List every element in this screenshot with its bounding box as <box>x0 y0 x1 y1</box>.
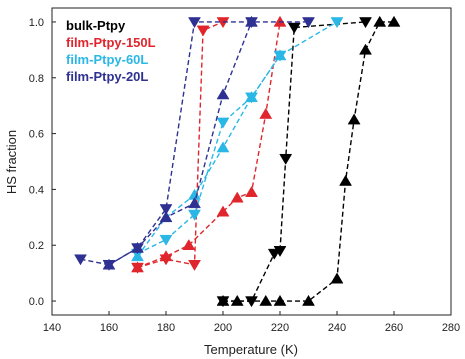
data-point-triangle-up <box>330 272 344 284</box>
data-point-triangle-down <box>273 246 287 258</box>
data-point-triangle-up <box>259 294 273 306</box>
data-point-triangle-up <box>182 239 196 250</box>
data-point-triangle-up <box>259 107 273 119</box>
data-point-triangle-down <box>245 17 258 29</box>
y-tick-label: 0.0 <box>29 296 44 308</box>
data-point-triangle-down <box>245 92 258 104</box>
x-tick-label: 260 <box>385 322 403 334</box>
data-point-triangle-down <box>216 117 230 129</box>
data-point-triangle-up <box>230 191 244 203</box>
x-tick-label: 180 <box>157 322 175 334</box>
data-point-triangle-up <box>302 294 315 306</box>
data-point-triangle-up <box>216 205 230 217</box>
data-point-triangle-down <box>216 296 230 308</box>
y-tick-label: 0.2 <box>29 240 44 252</box>
data-point-triangle-up <box>159 211 173 223</box>
data-point-triangle-down <box>279 153 293 165</box>
series-line <box>223 21 366 302</box>
data-point-triangle-down <box>196 25 210 37</box>
series-film-Ptpy-20L <box>74 15 315 271</box>
data-point-triangle-up <box>273 294 287 306</box>
data-point-triangle-up <box>245 186 258 197</box>
legend: bulk-Ptpy film-Ptpy-150L film-Ptpy-60L film… <box>66 18 156 84</box>
x-tick-label: 140 <box>43 322 61 334</box>
data-point-triangle-down <box>102 260 116 271</box>
data-point-triangle-up <box>216 141 230 153</box>
series-line <box>136 55 281 257</box>
data-point-triangle-down <box>273 50 287 62</box>
axes: 140 160 180 200 220 240 260 280 0.0 0.2 0.4 0.6 0.8 1… <box>29 17 460 334</box>
y-tick-label: 0.4 <box>29 184 44 196</box>
data-point-triangle-down <box>159 234 173 246</box>
data-point-triangle-up <box>359 43 372 55</box>
plot-area-frame <box>51 7 452 316</box>
data-point-triangle-down <box>287 22 301 34</box>
x-tick-label: 200 <box>214 322 232 334</box>
data-point-triangle-up <box>216 88 230 100</box>
data-point-triangle-down <box>131 262 144 274</box>
data-point-triangle-down <box>159 204 173 216</box>
data-point-triangle-down <box>131 243 144 255</box>
data-point-triangle-down <box>159 254 173 266</box>
series-film-Ptpy-60L <box>131 17 344 262</box>
data-point-triangle-up <box>387 15 401 27</box>
data-point-triangle-down <box>245 296 258 308</box>
data-point-triangle-down <box>188 260 201 271</box>
x-tick-label: 280 <box>442 322 460 334</box>
legend-entry: film-Ptpy-60L <box>66 52 148 67</box>
x-tick-label: 220 <box>271 322 289 334</box>
series-line <box>137 21 281 269</box>
data-point-triangle-up <box>373 15 387 27</box>
legend-entry: film-Ptpy-150L <box>66 35 156 50</box>
y-axis-title: HS fraction <box>4 130 19 194</box>
series-film-Ptpy-150L <box>131 15 287 274</box>
data-point-triangle-down <box>188 17 201 29</box>
series-layer <box>74 15 401 308</box>
data-point-triangle-down <box>74 254 87 266</box>
series-line <box>223 21 394 302</box>
legend-entry: film-Ptpy-20L <box>66 69 148 84</box>
y-tick-label: 0.6 <box>29 129 44 141</box>
data-point-triangle-up <box>230 294 244 306</box>
data-point-triangle-up <box>339 174 352 186</box>
series-bulk-Ptpy <box>216 15 401 308</box>
data-point-triangle-down <box>188 209 201 221</box>
data-point-triangle-up <box>188 197 201 209</box>
data-point-triangle-down <box>359 17 372 29</box>
y-tick-label: 1.0 <box>29 17 44 29</box>
y-tick-label: 0.8 <box>29 73 44 85</box>
x-tick-label: 160 <box>100 322 118 334</box>
x-tick-label: 240 <box>328 322 346 334</box>
data-point-triangle-up <box>347 113 361 125</box>
data-point-triangle-down <box>330 17 344 29</box>
x-axis-title: Temperature (K) <box>204 342 298 357</box>
data-point-triangle-down <box>302 17 315 29</box>
legend-entry: bulk-Ptpy <box>66 18 126 33</box>
